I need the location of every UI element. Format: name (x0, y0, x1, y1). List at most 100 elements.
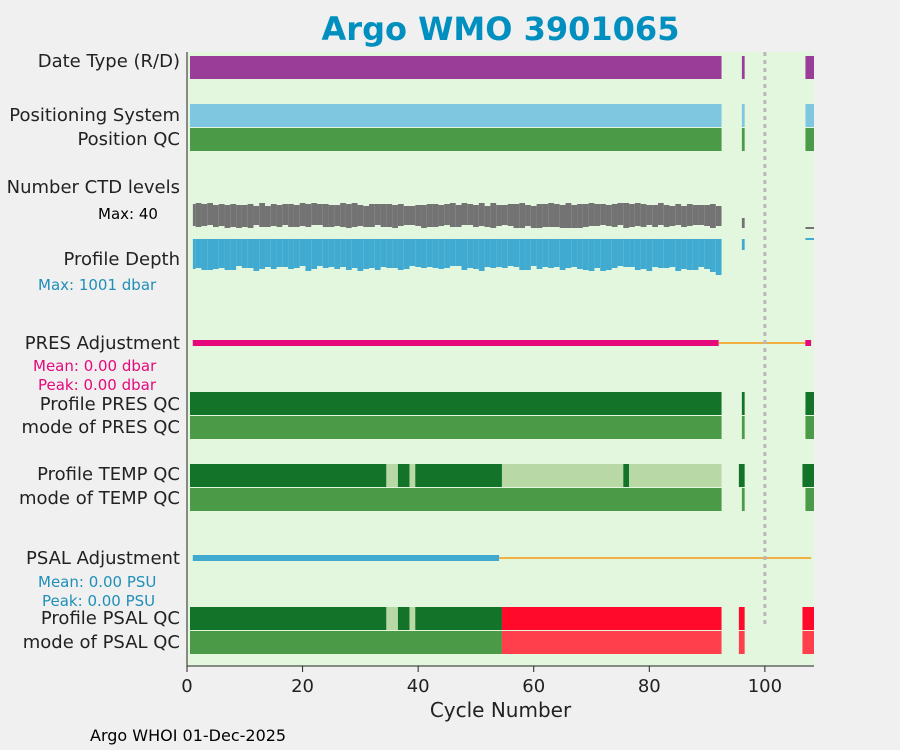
ctd-levels-bar (519, 203, 526, 228)
ctd-levels-bar (253, 206, 260, 225)
ctd-levels-bar (392, 205, 398, 228)
label-mode-pres-qc: mode of PRES QC (21, 417, 180, 438)
ctd-levels-bar (565, 203, 572, 228)
profile-depth-bar (224, 239, 231, 270)
profile-depth-bar (553, 239, 560, 267)
ctd-levels-bar (588, 203, 595, 226)
ctd-levels-bar (473, 205, 479, 227)
ctd-levels-bar (369, 204, 375, 227)
profile-depth-bar (681, 239, 687, 269)
profile-depth-bar (704, 239, 710, 269)
profile-depth-bar (374, 239, 381, 270)
ctd-levels-bar (657, 203, 664, 225)
ctd-levels-bar (449, 203, 456, 227)
profile-depth-bar (484, 239, 491, 267)
ctd-levels-bar (305, 204, 312, 227)
date-type-bar (805, 56, 814, 79)
profile-depth-bar (629, 239, 635, 267)
label-profile-psal-qc: Profile PSAL QC (40, 608, 180, 629)
profile-psal-qc-segment (738, 607, 745, 630)
ctd-levels-bar (571, 205, 578, 228)
label-profile-depth: Profile Depth (63, 249, 180, 270)
profile-depth-bar (605, 239, 612, 270)
profile-depth-bar (536, 239, 543, 269)
ctd-levels-bar (501, 205, 508, 225)
ctd-levels-bar (397, 204, 404, 226)
profile-depth-bar (282, 239, 289, 267)
mode-psal-qc-segment (802, 631, 814, 654)
ctd-levels-bar (634, 203, 641, 226)
label-number-ctd-levels: Number CTD levels (6, 177, 180, 198)
profile-depth-bar (657, 239, 664, 268)
pres-adjustment-line (718, 342, 806, 344)
ctd-levels-bar (282, 204, 289, 225)
profile-depth-bar (571, 239, 578, 267)
profile-depth-bar (444, 239, 450, 268)
profile-depth-bar (478, 239, 485, 271)
profile-depth-bar (299, 239, 306, 266)
ctd-levels-bar (681, 206, 687, 227)
label-position-qc: Position QC (77, 129, 180, 150)
ctd-levels-bar (525, 205, 531, 226)
profile-depth-bar (646, 239, 653, 271)
ctd-levels-bar (496, 205, 502, 226)
ctd-levels-bar (363, 206, 370, 227)
ctd-levels-bar (288, 204, 294, 227)
profile-depth-bar (241, 239, 248, 268)
plot-area-background (187, 52, 814, 666)
ctd-levels-bar (322, 204, 329, 227)
ctd-levels-bar (640, 204, 647, 227)
label-mode-psal-qc: mode of PSAL QC (22, 632, 180, 653)
ctd-levels-bar (218, 204, 225, 226)
profile-depth-bar (530, 239, 537, 266)
profile-depth-bar (669, 239, 676, 267)
profile-depth-bar (357, 239, 364, 271)
positioning-system-bar (741, 104, 745, 127)
ctd-levels-bar (623, 203, 630, 228)
profile-depth-bar (588, 239, 595, 271)
profile-depth-bar (195, 239, 202, 268)
profile-depth-bar (692, 239, 699, 270)
date-type-bar (190, 56, 722, 79)
psal-peak-annotation: Peak: 0.00 PSU (42, 592, 156, 610)
profile-depth-bar (455, 239, 462, 266)
label-date-type: Date Type (R/D) (37, 51, 180, 72)
ctd-levels-bar (299, 203, 306, 226)
profile-depth-bar (317, 239, 323, 266)
profile-temp-qc-segment (629, 464, 722, 487)
x-tick-label: 20 (291, 676, 315, 697)
profile-depth-bar (698, 239, 705, 267)
profile-depth-bar (403, 239, 410, 269)
profile-depth-bar (397, 239, 404, 270)
ctd-levels-bar (386, 204, 393, 227)
ctd-levels-bar (328, 205, 335, 227)
profile-depth-bar (192, 239, 196, 269)
ctd-levels-bar (669, 206, 676, 226)
ctd-levels-bar (247, 204, 254, 228)
profile-depth-bar (577, 239, 583, 269)
profile-depth-bar (496, 239, 502, 267)
ctd-levels-bar (455, 205, 462, 227)
profile-depth-bar (715, 239, 722, 275)
profile-depth-bar (525, 239, 531, 270)
mode-psal-qc-segment (738, 631, 745, 654)
ctd-levels-bar (652, 205, 658, 227)
ctd-levels-bar (559, 205, 566, 228)
profile-temp-qc-segment (738, 464, 745, 487)
profile-depth-bar (594, 239, 601, 268)
x-tick-label: 100 (747, 676, 783, 697)
ctd-levels-bar (192, 204, 196, 226)
pres-peak-annotation: Peak: 0.00 dbar (38, 376, 157, 394)
profile-depth-bar (334, 239, 341, 269)
profile-depth-bar (351, 239, 358, 268)
max-ctd-annotation: Max: 40 (98, 205, 158, 223)
ctd-levels-bar (293, 205, 300, 227)
profile-depth-bar (617, 239, 624, 266)
ctd-levels-bar (461, 203, 468, 225)
position-qc-bar (190, 128, 722, 151)
ctd-levels-bar (201, 204, 208, 226)
psal-mean-annotation: Mean: 0.00 PSU (38, 573, 157, 591)
ctd-levels-bar (741, 218, 745, 228)
profile-depth-bar (611, 239, 618, 268)
profile-depth-bar (438, 239, 445, 269)
